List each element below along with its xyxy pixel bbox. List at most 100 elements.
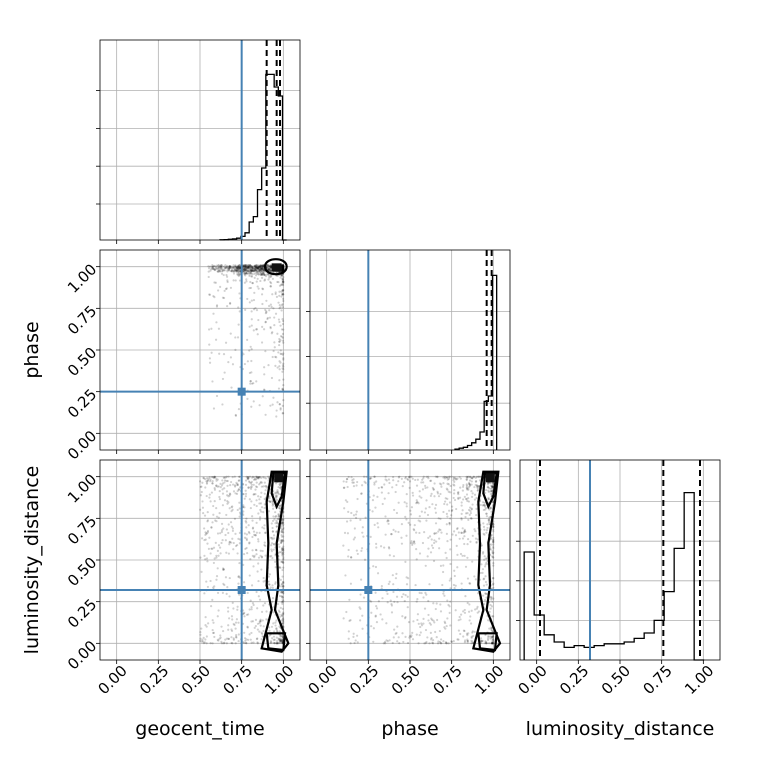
sample-point (485, 642, 488, 645)
sample-point (258, 622, 261, 625)
sample-point (210, 526, 213, 529)
sample-point (266, 273, 269, 276)
sample-point (413, 540, 416, 543)
sample-point (416, 618, 419, 622)
sample-point (258, 269, 262, 272)
sample-point (281, 590, 284, 594)
sample-point (466, 641, 469, 644)
sample-point (274, 515, 277, 518)
sample-point (281, 278, 285, 281)
sample-point (230, 270, 233, 273)
sample-point (278, 365, 281, 368)
sample-point (231, 642, 234, 645)
sample-point (275, 627, 278, 631)
sample-point (420, 510, 423, 513)
sample-point (227, 637, 230, 640)
sample-point (257, 273, 260, 276)
sample-point (214, 265, 217, 269)
sample-point (244, 269, 247, 272)
sample-point (343, 486, 346, 489)
sample-point (281, 265, 284, 268)
sample-point (390, 603, 393, 606)
sample-point (381, 618, 384, 621)
sample-point (356, 634, 359, 637)
sample-point (259, 270, 262, 273)
sample-point (263, 503, 266, 506)
sample-point (211, 521, 214, 524)
sample-point (250, 269, 253, 272)
sample-point (394, 530, 397, 533)
sample-point (272, 507, 275, 510)
sample-point (282, 551, 285, 554)
sample-point (460, 517, 463, 520)
sample-point (220, 272, 224, 275)
sample-point (215, 556, 218, 559)
sample-point (492, 500, 495, 504)
sample-point (221, 403, 224, 406)
sample-point (251, 527, 254, 530)
sample-point (271, 530, 274, 533)
sample-point (273, 630, 276, 633)
sample-point (236, 266, 240, 269)
sample-point (262, 604, 265, 607)
sample-point (243, 270, 246, 273)
sample-point (423, 511, 427, 514)
sample-point (427, 547, 430, 550)
sample-point (492, 556, 495, 559)
sample-point (420, 481, 423, 484)
sample-point (230, 266, 233, 269)
sample-point (222, 353, 226, 356)
sample-point (226, 606, 230, 609)
sample-point (282, 264, 285, 267)
sample-point (281, 575, 284, 578)
sample-point (470, 642, 473, 645)
sample-point (267, 268, 270, 271)
sample-point (261, 302, 264, 306)
sample-point (223, 487, 226, 490)
sample-point (270, 536, 274, 539)
sample-point (224, 533, 227, 537)
sample-point (249, 558, 252, 561)
sample-point (259, 264, 262, 267)
sample-point (255, 263, 258, 267)
sample-point (436, 642, 440, 645)
sample-point (448, 605, 451, 608)
sample-point (234, 265, 237, 268)
sample-point (478, 479, 482, 482)
sample-point (488, 516, 491, 519)
sample-point (449, 600, 452, 603)
sample-point (212, 586, 215, 589)
sample-point (422, 477, 425, 480)
sample-point (268, 495, 271, 498)
sample-point (281, 264, 285, 267)
sample-point (484, 575, 487, 578)
sample-point (213, 296, 216, 299)
sample-point (200, 640, 203, 643)
sample-point (371, 499, 375, 502)
sample-point (251, 515, 254, 518)
sample-point (492, 538, 495, 542)
sample-point (282, 267, 285, 270)
sample-point (259, 265, 262, 269)
sample-point (255, 266, 258, 269)
sample-point (385, 479, 388, 482)
sample-point (213, 267, 216, 271)
sample-point (249, 638, 252, 641)
sample-point (281, 267, 284, 270)
sample-point (247, 271, 250, 275)
sample-point (250, 500, 253, 503)
sample-point (261, 526, 264, 529)
sample-point (278, 507, 282, 510)
sample-point (435, 602, 438, 605)
sample-point (359, 518, 362, 521)
sample-point (255, 266, 258, 270)
sample-point (467, 500, 471, 503)
sample-point (354, 513, 358, 516)
sample-point (259, 266, 263, 269)
sample-point (246, 338, 249, 342)
sample-point (253, 269, 256, 272)
sample-point (260, 491, 263, 494)
sample-point (238, 310, 241, 313)
sample-point (271, 538, 274, 541)
sample-point (225, 273, 228, 277)
